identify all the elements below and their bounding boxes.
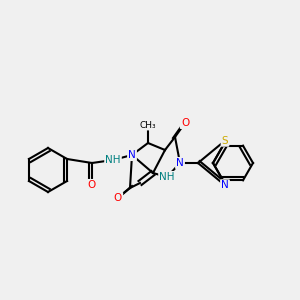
Text: CH₃: CH₃: [140, 121, 156, 130]
Text: NH: NH: [159, 172, 175, 182]
Text: S: S: [222, 136, 228, 146]
Text: NH: NH: [105, 155, 121, 165]
Text: N: N: [128, 150, 136, 160]
Text: N: N: [176, 158, 184, 168]
Text: N: N: [221, 180, 229, 190]
Text: O: O: [114, 193, 122, 203]
Text: O: O: [88, 180, 96, 190]
Text: O: O: [181, 118, 189, 128]
